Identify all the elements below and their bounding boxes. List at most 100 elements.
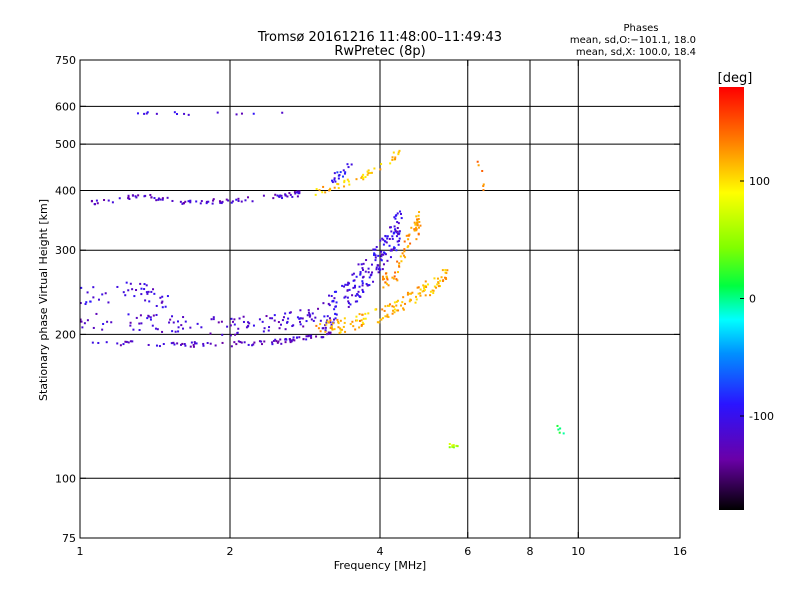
data-point (195, 342, 198, 345)
data-point (361, 276, 364, 279)
data-point (279, 194, 282, 197)
data-point (384, 240, 387, 243)
data-point (405, 234, 408, 237)
data-point (308, 313, 311, 316)
data-point (193, 341, 196, 344)
data-point (358, 313, 361, 316)
data-point (125, 281, 128, 284)
data-point (107, 301, 110, 304)
data-point (325, 321, 328, 324)
data-point (346, 296, 349, 299)
data-point (184, 344, 187, 347)
x-tick-label: 4 (377, 545, 384, 558)
data-point (344, 330, 347, 333)
data-point (348, 282, 351, 285)
data-point (299, 323, 302, 326)
data-point (384, 272, 387, 275)
data-point (324, 329, 327, 332)
data-point (387, 304, 390, 307)
data-point (298, 336, 301, 339)
data-point (397, 243, 400, 246)
data-point (138, 329, 141, 332)
data-point (415, 229, 418, 232)
data-point (368, 284, 371, 287)
data-point (252, 112, 255, 115)
data-point (159, 296, 162, 299)
data-point (325, 323, 328, 326)
data-point (145, 112, 148, 115)
data-point (333, 177, 336, 180)
data-point (396, 212, 399, 215)
data-point (407, 245, 410, 248)
data-point (286, 195, 289, 198)
data-point (335, 313, 338, 316)
data-point (307, 309, 310, 312)
data-point (149, 316, 152, 319)
data-point (143, 288, 146, 291)
data-point (399, 255, 402, 258)
data-point (353, 286, 356, 289)
data-point (357, 263, 360, 266)
data-point (422, 284, 425, 287)
data-point (414, 226, 417, 229)
data-point (331, 328, 334, 331)
data-point (234, 333, 237, 336)
data-point (432, 289, 435, 292)
data-point (131, 194, 134, 197)
data-point (378, 266, 381, 269)
data-point (362, 322, 365, 325)
data-point (127, 341, 130, 344)
chart-title: Tromsø 20161216 11:48:00–11:49:43 (257, 30, 502, 45)
data-point (394, 229, 397, 232)
colorbar-tick-label: -100 (749, 410, 774, 423)
data-point (294, 192, 297, 195)
x-axis-ticks: 1 2 4 6 8 10 16 (77, 60, 687, 558)
data-point (156, 328, 159, 331)
data-point (362, 178, 365, 181)
data-point (95, 199, 98, 202)
y-tick-label: 75 (62, 532, 76, 545)
data-point (146, 292, 149, 295)
data-point (328, 304, 331, 307)
data-point (177, 326, 180, 329)
data-point (407, 238, 410, 241)
data-point (183, 343, 186, 346)
data-point (91, 341, 94, 344)
data-point (299, 309, 302, 312)
data-point (315, 188, 318, 191)
data-point (409, 298, 412, 301)
x-tick-label: 8 (527, 545, 534, 558)
data-point (79, 318, 82, 321)
data-point (343, 185, 346, 188)
data-point (282, 316, 285, 319)
data-point (324, 326, 327, 329)
data-point (129, 340, 132, 343)
data-point (378, 321, 381, 324)
data-point (359, 271, 362, 274)
data-point (377, 268, 380, 271)
data-point (161, 300, 164, 303)
data-point (477, 164, 480, 167)
data-point (361, 290, 364, 293)
data-point (207, 200, 210, 203)
data-point (258, 340, 261, 343)
data-point (441, 280, 444, 283)
data-point (155, 344, 158, 347)
data-point (341, 328, 344, 331)
data-point (333, 308, 336, 311)
data-point (455, 444, 458, 447)
data-point (124, 294, 127, 297)
data-point (332, 318, 335, 321)
data-point (364, 270, 367, 273)
data-point (371, 271, 374, 274)
data-point (401, 301, 404, 304)
data-point (269, 317, 272, 320)
data-point (402, 308, 405, 311)
data-point (110, 321, 113, 324)
data-point (347, 166, 350, 169)
data-point (374, 254, 377, 257)
data-point (361, 284, 364, 287)
phases-o-stats: mean, sd,O:−101.1, 18.0 (570, 35, 696, 46)
data-point (437, 281, 440, 284)
data-point (343, 296, 346, 299)
